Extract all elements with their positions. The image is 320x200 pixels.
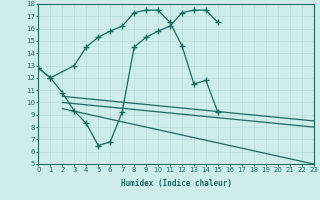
X-axis label: Humidex (Indice chaleur): Humidex (Indice chaleur) — [121, 179, 231, 188]
